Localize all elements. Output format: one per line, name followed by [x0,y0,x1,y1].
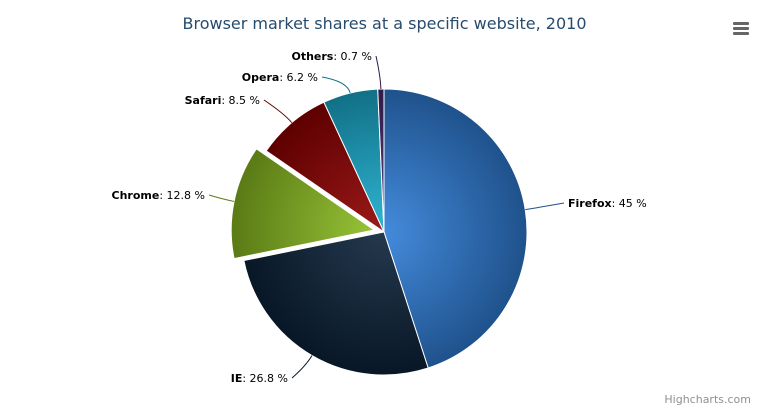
credits-link[interactable]: Highcharts.com [664,393,751,406]
connector-firefox [525,202,565,211]
data-label-firefox: Firefox: 45 % [568,197,647,210]
chart-title: Browser market shares at a specific webs… [182,14,587,33]
connector-others [375,55,382,90]
hamburger-menu-icon[interactable] [733,22,749,36]
connector-ie [291,355,313,379]
pie-slice-others[interactable] [377,88,385,233]
pie-slice-firefox[interactable] [383,88,528,369]
connector-safari [263,99,293,124]
data-label-others: Others: 0.7 % [291,50,372,63]
data-label-safari: Safari: 8.5 % [185,94,260,107]
data-label-opera: Opera: 6.2 % [242,71,318,84]
connector-chrome [208,194,235,202]
data-label-chrome: Chrome: 12.8 % [112,189,205,202]
connector-opera [321,76,351,94]
data-label-ie: IE: 26.8 % [231,372,288,385]
pie-slice-ie[interactable] [243,231,429,376]
